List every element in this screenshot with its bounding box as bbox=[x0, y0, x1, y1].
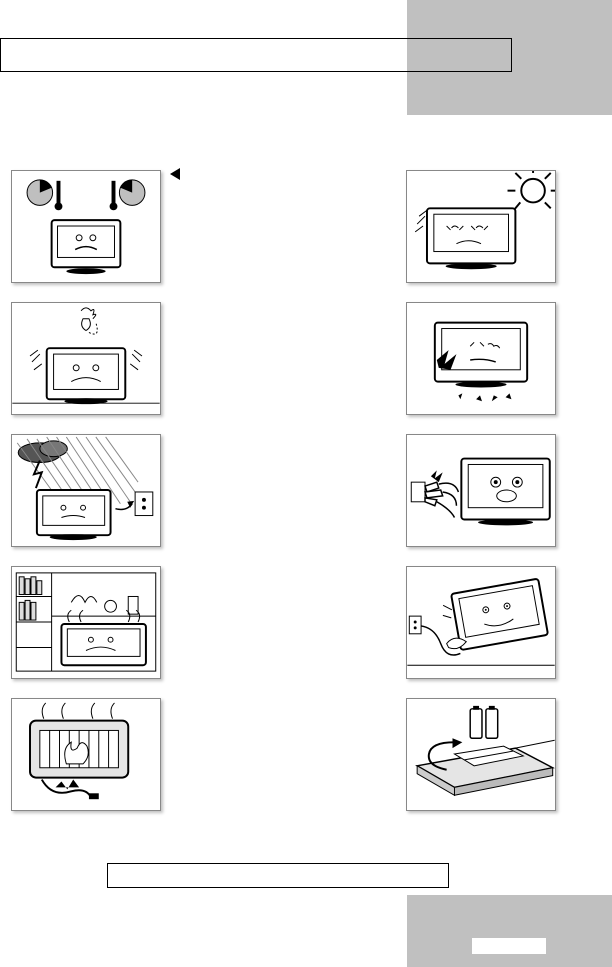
illus-overloaded-outlet bbox=[406, 434, 556, 547]
illus-rain-lightning-unplug bbox=[11, 434, 161, 547]
illus-power-cord-trip bbox=[406, 566, 556, 679]
illus-temperature-clocks bbox=[11, 170, 161, 283]
illus-enclosed-bookshelf bbox=[11, 566, 161, 679]
side-bar-bottom bbox=[407, 895, 612, 967]
section-marker-icon bbox=[170, 168, 180, 180]
illus-direct-sunlight bbox=[406, 170, 556, 283]
illus-fire-heat-source bbox=[11, 698, 161, 811]
illus-battery-insertion bbox=[406, 698, 556, 811]
page-number-box bbox=[472, 938, 546, 954]
bottom-note-box bbox=[107, 863, 449, 888]
title-box bbox=[0, 38, 512, 72]
illus-falling-object-vase bbox=[11, 302, 161, 415]
illus-broken-screen bbox=[406, 302, 556, 415]
